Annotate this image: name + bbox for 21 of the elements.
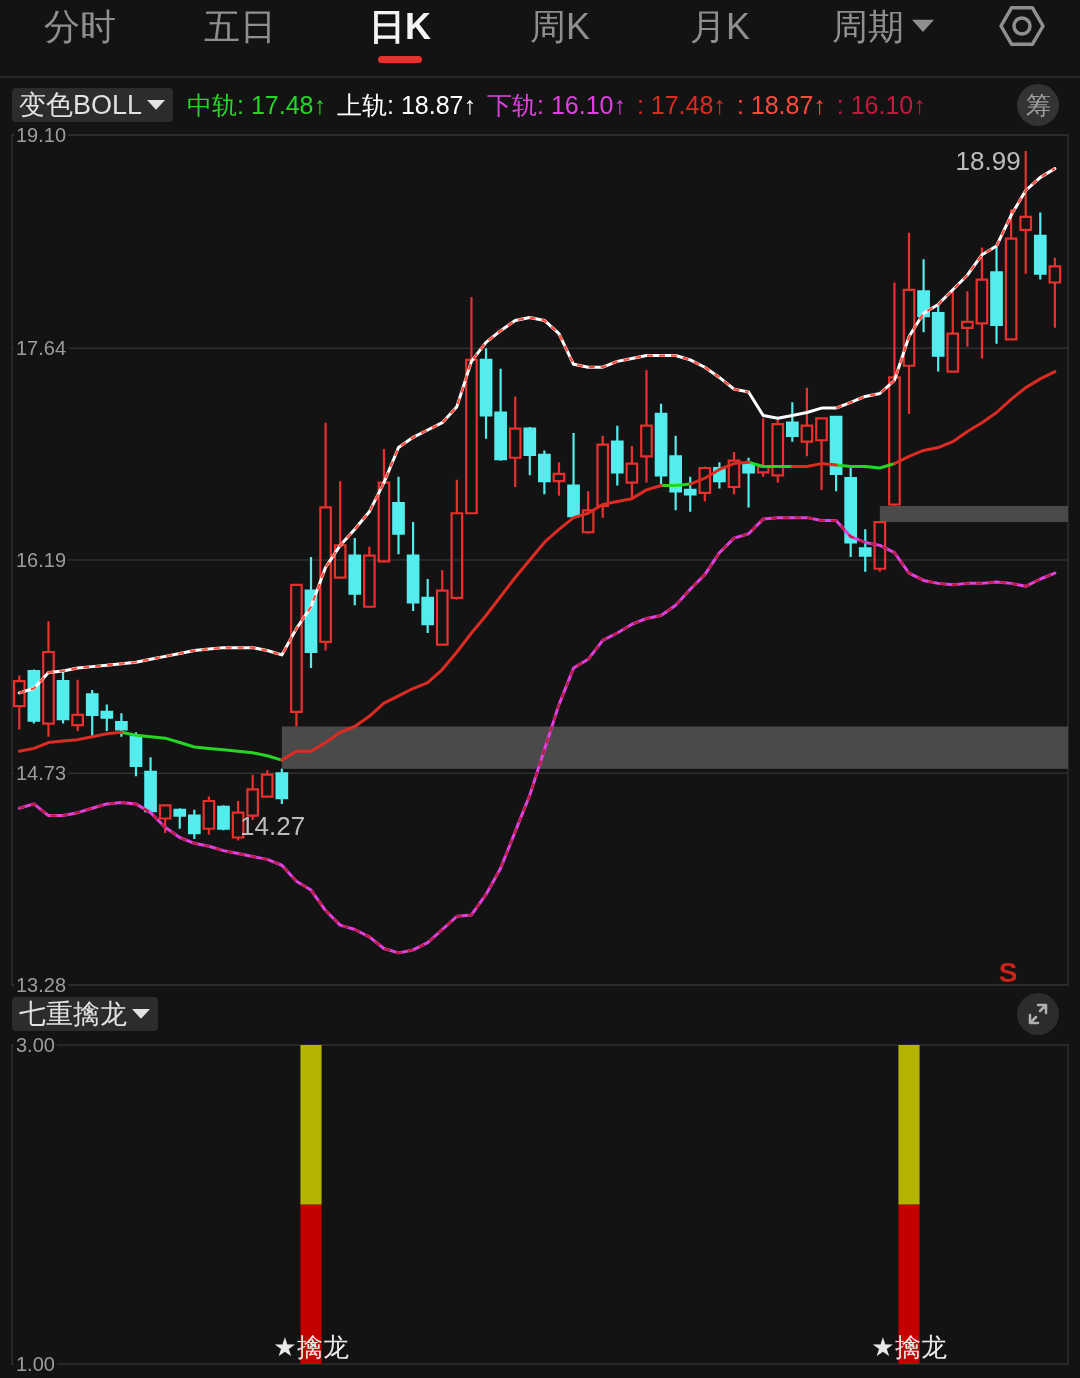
- y-tick-label: 13.28: [16, 974, 67, 996]
- text: 日K: [369, 5, 431, 47]
- y-tick-label: 17.64: [16, 337, 67, 360]
- chart-title: 七重擒龙: [19, 999, 127, 1029]
- text: 周K: [529, 5, 591, 47]
- legend: 中轨: 17.48↑ 上轨: 18.87↑ 下轨: 16.10↑ : 17.48↑ : 18.87↑ : 16.10↑: [187, 91, 926, 119]
- panel-title: 变色BOLL: [12, 88, 174, 122]
- y-tick-label: 14.73: [16, 762, 67, 785]
- y-tick-label: 16.19: [16, 549, 67, 571]
- text: 五日: [204, 5, 276, 47]
- annotation: S: [998, 956, 1018, 988]
- text: 月K: [689, 5, 751, 47]
- panel-title: 七重擒龙: [12, 997, 158, 1031]
- text: 分时: [44, 5, 116, 47]
- chart-title: 变色BOLL: [19, 90, 143, 120]
- y-tick-label: 19.10: [16, 124, 67, 146]
- text: 周期: [832, 5, 904, 47]
- button: 筹: [1017, 84, 1059, 126]
- y-tick-label: 1.00: [16, 1353, 55, 1375]
- y-tick-label: 3.00: [16, 1034, 55, 1056]
- annotation: 18.99: [955, 146, 1021, 177]
